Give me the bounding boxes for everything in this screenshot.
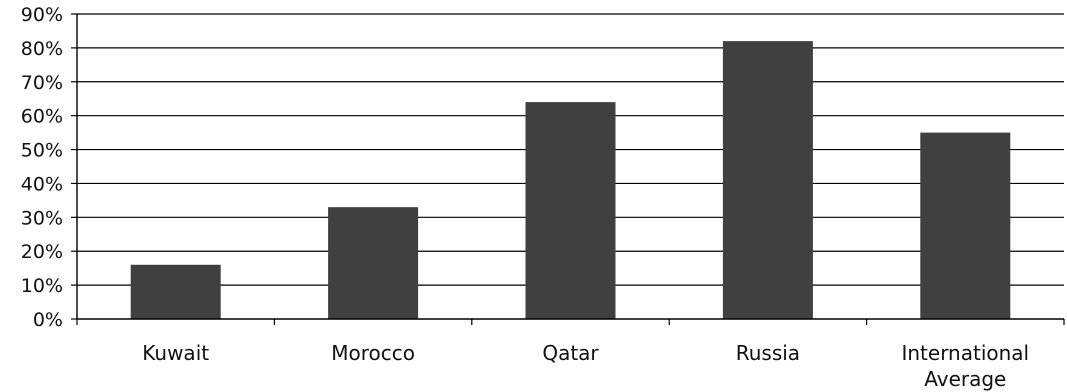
- y-tick-label: 70%: [21, 72, 63, 94]
- y-tick-label: 40%: [21, 173, 63, 195]
- y-tick-label: 60%: [21, 106, 63, 128]
- x-category-label: Morocco: [331, 341, 415, 365]
- bar: [722, 41, 813, 319]
- bar: [920, 132, 1011, 319]
- y-tick-label: 90%: [21, 4, 63, 26]
- x-axis: [76, 14, 1065, 325]
- x-category-label: Qatar: [542, 341, 599, 365]
- x-category-label: Russia: [736, 341, 800, 365]
- x-category-label-line: Morocco: [331, 341, 415, 365]
- y-tick-label: 30%: [21, 207, 63, 229]
- bars: [130, 41, 1011, 319]
- x-category-label-line: Russia: [736, 341, 800, 365]
- bar: [525, 102, 616, 319]
- x-category-label-line: Kuwait: [142, 341, 209, 365]
- y-tick-label: 80%: [21, 38, 63, 60]
- x-category-label-line: International: [901, 341, 1029, 365]
- x-category-label: Kuwait: [142, 341, 209, 365]
- x-axis-labels: Kuwait Morocco Qatar Russia International Ave…: [142, 341, 1029, 391]
- x-category-label-line: Qatar: [542, 341, 599, 365]
- x-category-label-line: Average: [924, 367, 1006, 391]
- bar: [328, 207, 419, 319]
- y-tick-label: 50%: [21, 140, 63, 162]
- x-category-label: International Average: [901, 341, 1029, 391]
- y-tick-label: 20%: [21, 241, 63, 263]
- y-axis-ticks: 0% 10% 20% 30% 40% 50% 60% 70% 80% 90%: [21, 4, 63, 331]
- y-tick-label: 0%: [33, 309, 63, 331]
- y-tick-label: 10%: [21, 275, 63, 297]
- bar: [130, 264, 221, 319]
